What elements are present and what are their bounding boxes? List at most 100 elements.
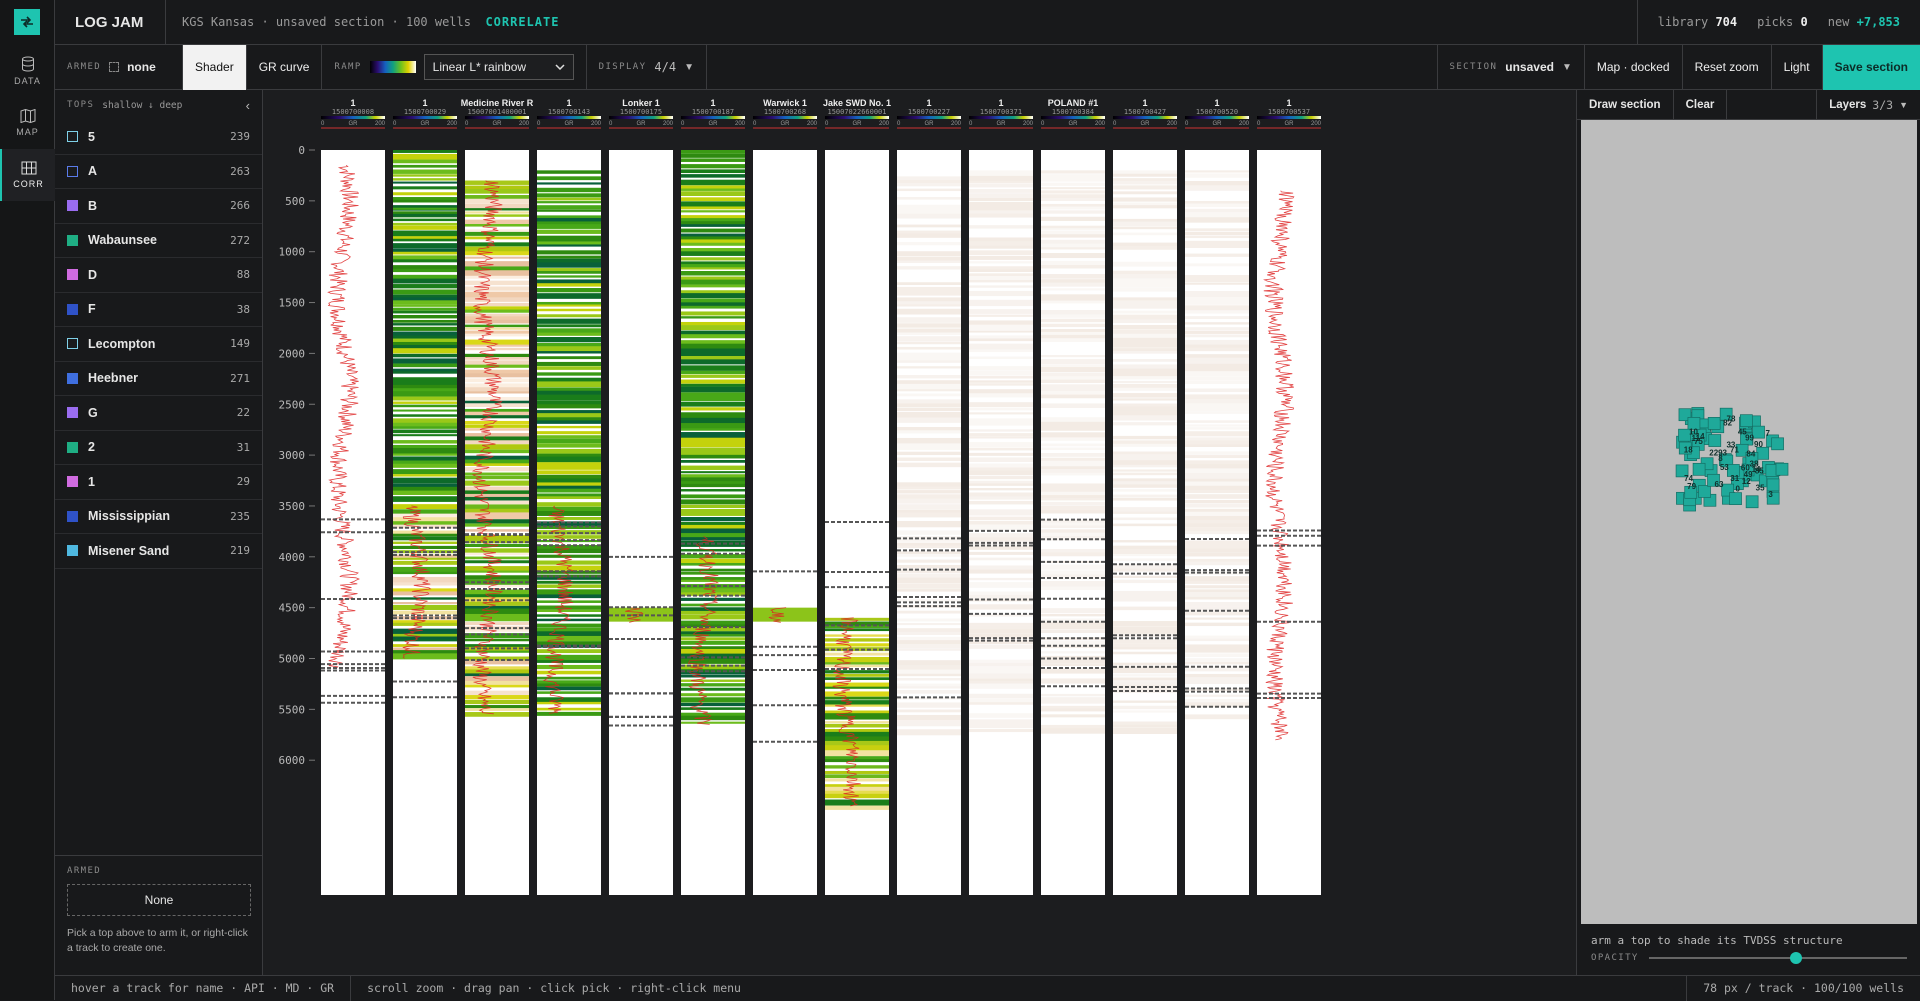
- shader-band: [681, 370, 745, 374]
- top-color-swatch: [67, 510, 78, 522]
- ramp-strip: [465, 116, 529, 119]
- shader-band: [465, 302, 529, 307]
- shader-band: [1041, 570, 1105, 575]
- shader-band: [681, 512, 745, 516]
- opacity-slider[interactable]: [1648, 952, 1907, 964]
- shader-band: [393, 368, 457, 374]
- top-row[interactable]: A 263: [55, 155, 262, 189]
- draw-section-button[interactable]: Draw section: [1577, 89, 1674, 120]
- section-dropdown[interactable]: SECTION unsaved ▼: [1436, 44, 1585, 90]
- shader-band: [1113, 181, 1177, 185]
- save-section-button[interactable]: Save section: [1822, 44, 1920, 90]
- top-row[interactable]: Lecompton 149: [55, 327, 262, 362]
- shader-band: [393, 460, 457, 467]
- caret-down-icon: ▼: [1561, 61, 1572, 73]
- well-marker: [1739, 414, 1753, 428]
- shader-band: [1041, 501, 1105, 506]
- shader-band: [465, 330, 529, 335]
- top-row[interactable]: Heebner 271: [55, 362, 262, 396]
- shader-band: [465, 538, 529, 544]
- shader-band: [1185, 527, 1249, 532]
- armed-none-slot[interactable]: None: [67, 884, 251, 916]
- shader-band: [1041, 187, 1105, 190]
- shader-band: [1185, 548, 1249, 553]
- well-label: 12: [1742, 477, 1751, 486]
- shader-band: [465, 459, 529, 465]
- library-stat: library 704: [1658, 15, 1738, 29]
- ramp-select[interactable]: Linear L* rainbow: [423, 54, 574, 80]
- top-count: 239: [230, 130, 250, 144]
- collapse-chevron-icon[interactable]: ‹: [245, 97, 250, 113]
- top-row[interactable]: D 88: [55, 258, 262, 293]
- gr-curve-button[interactable]: GR curve: [247, 44, 323, 90]
- shader-band: [393, 323, 457, 326]
- rail-corr[interactable]: CORR: [0, 149, 55, 201]
- shader-band: [1041, 347, 1105, 350]
- shader-button[interactable]: Shader: [183, 44, 247, 90]
- shader-band: [537, 342, 601, 349]
- shader-band: [1113, 197, 1177, 202]
- rail-data[interactable]: DATA: [0, 45, 55, 97]
- map-canvas[interactable]: 7993457411603175827356371339949788584141…: [1581, 120, 1917, 924]
- correlation-view[interactable]: 0 500 1000 1500 2000 2500 3000 3500 4000 4500 5000…: [263, 90, 1576, 975]
- opacity-label: OPACITY: [1591, 953, 1639, 963]
- top-row[interactable]: F 38: [55, 293, 262, 327]
- shader-band: [1041, 194, 1105, 199]
- top-name: 2: [88, 440, 95, 455]
- layers-dropdown[interactable]: Layers 3/3 ▼: [1816, 89, 1920, 120]
- shader-band: [1185, 178, 1249, 182]
- shader-band: [969, 594, 1033, 601]
- shader-band: [465, 266, 529, 273]
- top-row[interactable]: Mississippian 235: [55, 500, 262, 534]
- shader-band: [969, 452, 1033, 456]
- shader-band: [393, 284, 457, 289]
- well-marker: [1745, 452, 1759, 465]
- shader-band: [1185, 270, 1249, 274]
- shader-band: [681, 396, 745, 402]
- shader-band: [465, 286, 529, 291]
- shader-band: [969, 241, 1033, 247]
- shader-band: [1041, 426, 1105, 431]
- shader-band: [969, 197, 1033, 202]
- shader-band: [1113, 226, 1177, 230]
- shader-band: [681, 374, 745, 378]
- rail-map[interactable]: MAP: [0, 97, 55, 149]
- gr-scale-max: 200: [375, 121, 386, 127]
- display-dropdown[interactable]: DISPLAY 4/4 ▼: [587, 44, 707, 90]
- shader-band: [1041, 505, 1105, 512]
- light-theme-button[interactable]: Light: [1772, 44, 1823, 90]
- shader-band: [897, 443, 961, 448]
- map-docked-button[interactable]: Map · docked: [1585, 44, 1683, 90]
- top-row[interactable]: 1 29: [55, 465, 262, 500]
- shader-band: [537, 605, 601, 610]
- depth-tick-label: 3500: [279, 500, 306, 513]
- correlation-canvas[interactable]: 0500100015002000250030003500400045005000…: [263, 90, 1576, 975]
- shader-band: [1185, 523, 1249, 528]
- well-api: 1500700227: [908, 108, 950, 116]
- shader-band: [897, 477, 961, 480]
- shader-band: [1185, 275, 1249, 281]
- top-color-swatch: [67, 372, 78, 384]
- shader-band: [1185, 711, 1249, 715]
- well-label: 18: [1684, 445, 1693, 454]
- reset-zoom-button[interactable]: Reset zoom: [1683, 44, 1772, 90]
- shader-band: [1185, 631, 1249, 636]
- shader-band: [465, 646, 529, 653]
- map-view[interactable]: 79 93 45 74 11 60 31 75 82 7 35 63 71 33 99 49 78 85 84 14 1…: [1581, 120, 1917, 924]
- shader-band: [969, 509, 1033, 514]
- shader-band: [1185, 455, 1249, 459]
- stats: library 704 picks 0 new +7,853: [1636, 0, 1920, 45]
- shader-band: [465, 673, 529, 677]
- top-row[interactable]: Misener Sand 219: [55, 534, 262, 569]
- shader-band: [897, 704, 961, 708]
- top-row[interactable]: B 266: [55, 189, 262, 224]
- top-row[interactable]: 5 239: [55, 120, 262, 155]
- clear-button[interactable]: Clear: [1674, 89, 1728, 120]
- top-row[interactable]: 2 31: [55, 431, 262, 465]
- armed-indicator: ARMED none: [55, 44, 183, 90]
- shader-band: [465, 214, 529, 217]
- top-row[interactable]: G 22: [55, 396, 262, 431]
- top-row[interactable]: Wabaunsee 272: [55, 224, 262, 258]
- shader-band: [393, 591, 457, 596]
- opacity-slider-knob[interactable]: [1789, 952, 1802, 964]
